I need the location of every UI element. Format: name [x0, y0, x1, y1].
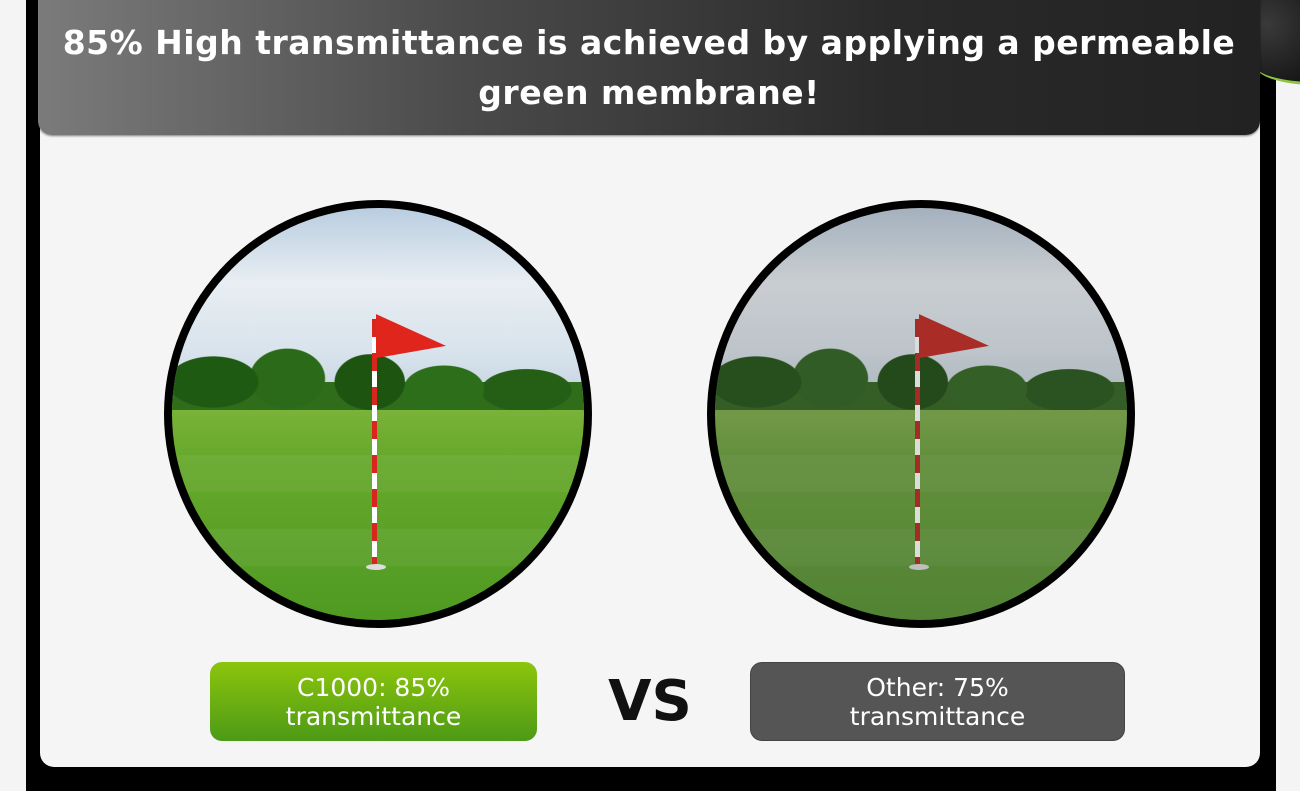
golf-hole	[365, 564, 386, 571]
page-title: 85% High transmittance is achieved by ap…	[62, 22, 1236, 112]
c1000-transmittance-badge: C1000: 85% transmittance	[210, 662, 537, 741]
golf-hole	[908, 564, 929, 571]
grass-stripe	[715, 455, 1127, 493]
device-graphic	[1255, 0, 1300, 85]
grass-stripe	[172, 529, 584, 567]
flag-pole	[914, 319, 920, 567]
lens-view-c1000	[164, 200, 592, 628]
badge-line-1: Other: 75%	[866, 672, 1009, 702]
lens-view-other	[707, 200, 1135, 628]
golf-scene-image	[172, 208, 584, 620]
golf-scene-image	[715, 208, 1127, 620]
grass-stripe	[172, 455, 584, 493]
vs-text: VS	[608, 669, 692, 734]
grass-stripe	[715, 529, 1127, 567]
other-transmittance-badge: Other: 75% transmittance	[750, 662, 1125, 741]
trees	[715, 339, 1127, 410]
trees	[172, 339, 584, 410]
header-banner: 85% High transmittance is achieved by ap…	[38, 0, 1260, 135]
badge-line-1: C1000: 85%	[296, 672, 450, 702]
badge-line-2: transmittance	[849, 701, 1026, 731]
badge-line-2: transmittance	[285, 701, 462, 731]
flag-pole	[371, 319, 377, 567]
